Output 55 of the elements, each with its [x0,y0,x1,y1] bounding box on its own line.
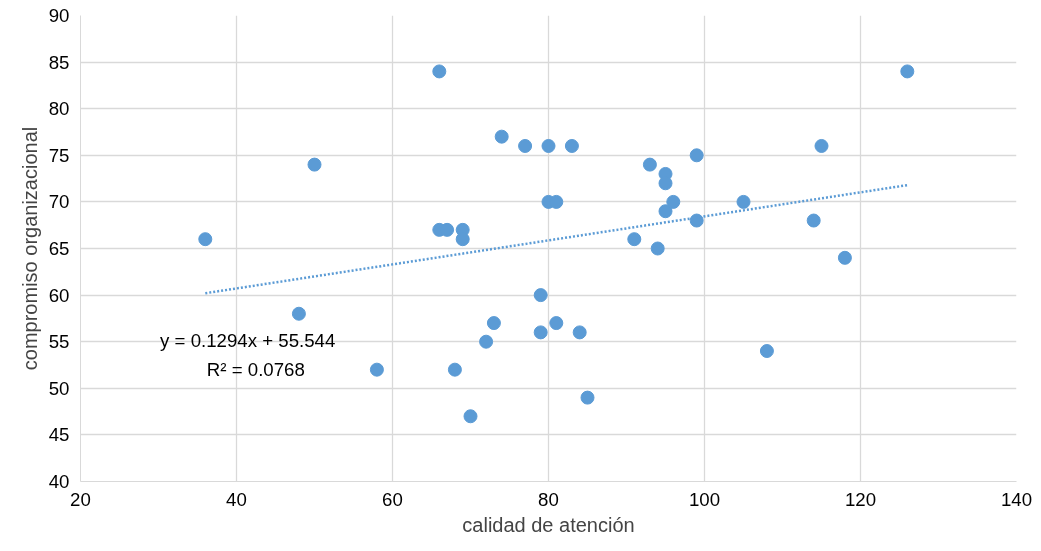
point [666,194,681,209]
point [479,334,494,349]
x-tick-label: 80 [538,488,559,510]
x-tick-label: 20 [70,488,91,510]
point [689,213,704,228]
point [642,157,657,172]
x-tick-label: 60 [382,488,403,510]
y-tick-label: 85 [48,51,70,73]
y-tick-label: 45 [48,424,70,446]
annotation: y = 0.1294x + 55.544 [160,330,336,352]
point [564,138,579,153]
point [494,129,509,144]
point [736,194,751,209]
point [806,213,821,228]
point [463,409,478,424]
point [689,148,704,163]
point [198,232,213,247]
x-tick-label: 140 [1000,488,1033,510]
x-axis-title: calidad de atención [462,513,635,536]
point [900,64,915,79]
y-tick-label: 70 [48,191,70,213]
point [486,316,501,331]
y-tick-label: 50 [48,377,70,399]
point [759,344,774,359]
point [658,176,673,191]
point [533,288,548,303]
x-tick-label: 120 [844,488,877,510]
x-tick-label: 100 [688,488,721,510]
point [837,250,852,265]
point [291,306,306,321]
point [549,316,564,331]
point [307,157,322,172]
y-tick-label: 40 [48,471,70,492]
y-tick-label: 60 [48,284,70,306]
point [658,204,673,219]
point [814,138,829,153]
point [518,138,533,153]
y-tick-label: 90 [48,5,70,26]
point [455,232,470,247]
annotation: R² = 0.0768 [206,358,305,380]
point [572,325,587,340]
point [369,362,384,377]
y-tick-label: 80 [48,98,70,120]
y-tick-label: 65 [48,238,70,259]
y-tick-label: 55 [48,331,70,353]
point [533,325,548,340]
x-tick-label: 40 [226,488,247,510]
y-axis-title: compromiso organizacional [18,126,41,371]
point [580,390,595,405]
point [650,241,665,256]
y-tick-label: 75 [48,144,70,166]
point [447,362,462,377]
point [432,64,447,79]
point [541,138,556,153]
point [627,232,642,247]
